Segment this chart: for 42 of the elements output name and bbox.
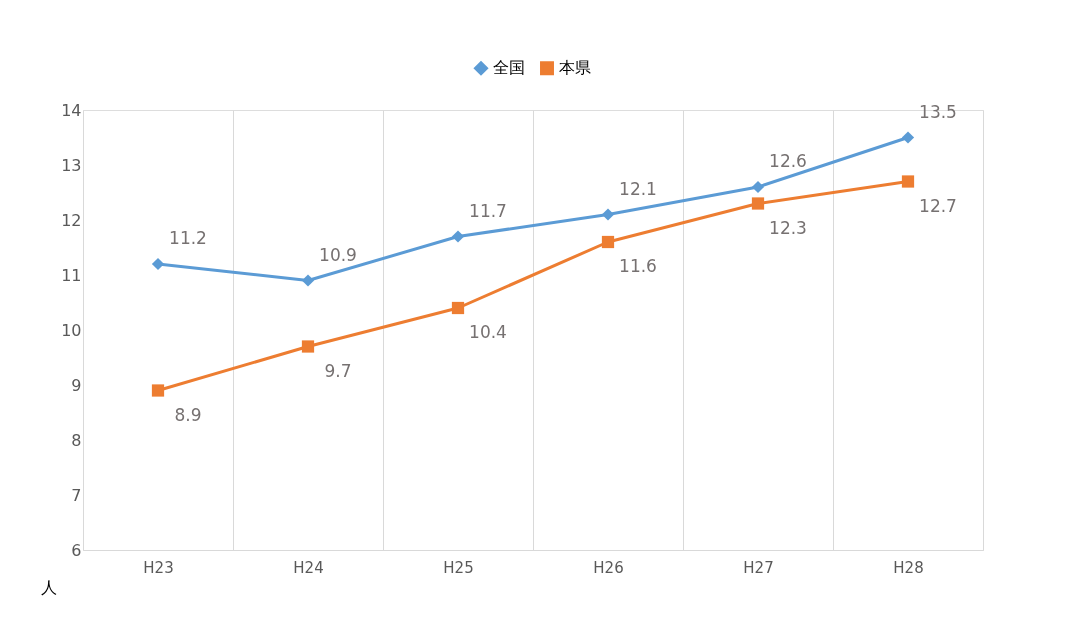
- data-label: 13.5: [919, 101, 957, 122]
- point: [301, 340, 315, 353]
- legend-label: 本県: [559, 58, 591, 78]
- point: [901, 175, 915, 188]
- y-tick-label: 7: [71, 485, 82, 505]
- data-label: 12.6: [769, 151, 807, 171]
- x-tick-label: H25: [443, 558, 474, 577]
- point: [451, 301, 465, 315]
- y-tick-label: 14: [61, 100, 82, 120]
- point: [751, 180, 765, 194]
- data-label: 10.4: [469, 322, 507, 342]
- data-label: 12.7: [919, 195, 957, 216]
- y-tick-label: 9: [71, 375, 82, 395]
- data-label: 11.2: [169, 228, 207, 248]
- data-label: 8.9: [174, 404, 202, 425]
- y-tick-label: 11: [61, 265, 82, 285]
- data-label: 12.3: [769, 217, 807, 238]
- data-label: 11.6: [619, 256, 657, 276]
- point: [151, 384, 165, 397]
- point: [751, 197, 765, 210]
- x-tick-label: H24: [293, 558, 324, 577]
- y-tick-label: 12: [61, 210, 82, 230]
- point: [601, 208, 615, 221]
- point: [451, 230, 465, 243]
- y-tick-label: 8: [71, 430, 82, 450]
- legend-label: 全国: [493, 58, 525, 78]
- point: [601, 235, 615, 249]
- data-label: 9.7: [324, 360, 352, 381]
- data-label: 11.7: [469, 200, 507, 221]
- x-tick-label: H26: [593, 558, 624, 577]
- y-tick-label: 13: [61, 155, 82, 175]
- point: [151, 257, 165, 271]
- point: [301, 274, 315, 287]
- data-label: 12.1: [619, 178, 657, 199]
- point: [901, 131, 915, 144]
- y-tick-label: 10: [61, 320, 82, 340]
- x-tick-label: H28: [893, 558, 924, 577]
- data-label: 10.9: [319, 244, 357, 265]
- y-tick-label: 6: [71, 540, 82, 560]
- x-tick-label: H27: [743, 558, 774, 577]
- x-tick-label: H23: [143, 558, 174, 577]
- y-axis-title: 人: [40, 577, 57, 597]
